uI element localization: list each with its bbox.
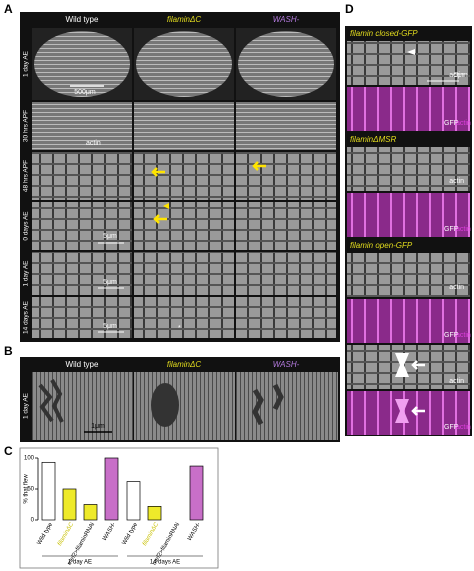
column-label: WASH- [273,15,300,24]
annotation: GFP [444,424,459,431]
muscle [34,31,130,97]
panel-label: A [4,2,13,16]
annotation: GFP [444,226,459,233]
bar [147,506,162,521]
annotation: * [178,325,181,332]
image [134,297,234,338]
image [32,152,132,200]
row-label: 1 day AE [23,50,30,77]
panel-label: B [4,344,13,358]
image [236,102,336,150]
muscle [136,31,232,97]
bar [83,504,98,521]
y-tick-label: 0 [31,518,35,524]
image-grid: 1 day AE 30 hrs APF 48 hrs APF 0 days AE 1 d… [23,28,336,338]
annotation: actin [449,378,464,385]
annotation: GFP [444,332,459,339]
em-image [32,372,133,440]
group-label: 1 day AE [68,560,92,566]
column-label: Wild type [66,15,99,24]
image [134,152,234,200]
y-tick-label: 100 [24,456,35,462]
annotation: actin [449,178,464,185]
em-image [236,372,338,440]
row-label: 48 hrs APF [23,160,30,192]
image [347,391,470,435]
image [347,345,470,389]
bar [104,457,119,521]
row-label: 1 day AE [23,260,30,287]
image [134,252,234,295]
z-body [151,383,179,427]
arrow [153,214,167,224]
image [134,102,234,150]
scale-label: 5μm [103,279,117,286]
bar [41,461,56,521]
image [236,252,336,295]
row-label: 30 hrs APF [23,110,30,142]
annotation: actin [86,140,101,147]
image [134,202,234,250]
section-title: filamin closed-GFP [350,29,418,38]
em-image [134,372,235,440]
image [347,193,470,237]
blob [395,353,409,377]
column-label: WASH- [273,360,300,369]
y-axis-label: % that flew [24,474,30,504]
scale-label: 5μm [454,72,468,79]
image [32,252,132,295]
annotation: actin [449,72,464,79]
section-title: filaminΔMSR [350,135,396,144]
bar [126,481,141,521]
column-label: Wild type [66,360,99,369]
bar [189,465,204,521]
arrowhead [163,203,169,209]
row-label: 0 days AE [23,211,30,241]
image [347,299,470,343]
panel-label: D [345,2,354,16]
annotation: actin [456,226,471,233]
row-label: 1 day AE [23,392,30,419]
annotation: actin [449,284,464,291]
arrowhead [407,49,415,55]
image [347,41,470,85]
arrow [411,360,425,370]
scale-label: 5μm [103,233,117,240]
arrow [411,406,425,416]
annotation: actin [456,332,471,339]
image [347,253,470,297]
image [236,152,336,200]
arrow [252,161,266,171]
row-label: 14 days AE [23,300,30,334]
group-label: 14 days AE [150,560,180,566]
z-disc [38,379,64,423]
image-stack: filamin closed-GFPactin5μmGFPactinfilami… [347,29,471,435]
blob [395,399,409,423]
image [347,147,470,191]
image [236,202,336,250]
bar [62,488,77,521]
annotation: actin [456,424,471,431]
muscle [238,31,334,97]
image [32,297,132,338]
y-tick-label: 50 [27,487,34,493]
scale-label: 500μm [74,89,96,96]
arrow [151,167,165,177]
panel-label: C [4,444,13,458]
column-label: filaminΔC [167,15,201,24]
image [347,87,470,131]
image [32,102,132,150]
scale-label: 1μm [91,423,105,430]
annotation: actin [456,120,471,127]
annotation: GFP [444,120,459,127]
z-disc [252,383,284,426]
column-label: filaminΔC [167,360,201,369]
scale-label: 5μm [103,323,117,330]
section-title: filamin open-GFP [350,241,413,250]
image [236,297,336,338]
image [32,202,132,250]
